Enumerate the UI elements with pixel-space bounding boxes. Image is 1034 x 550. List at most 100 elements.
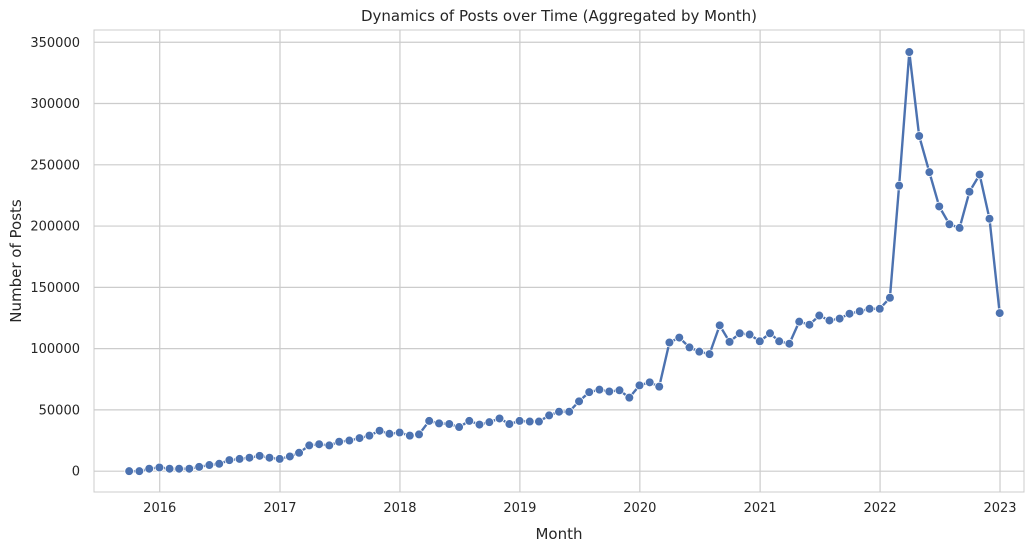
data-point bbox=[464, 416, 475, 426]
data-point bbox=[364, 430, 375, 441]
chart-title: Dynamics of Posts over Time (Aggregated … bbox=[361, 7, 757, 25]
data-point bbox=[944, 219, 955, 230]
data-point bbox=[174, 463, 184, 474]
data-point bbox=[344, 435, 355, 446]
data-point bbox=[434, 418, 444, 429]
data-point bbox=[424, 416, 434, 426]
data-point bbox=[564, 406, 574, 417]
y-tick-label: 100000 bbox=[30, 342, 80, 357]
data-point bbox=[294, 447, 304, 458]
data-point bbox=[524, 416, 535, 427]
data-point bbox=[894, 180, 904, 191]
data-point bbox=[484, 417, 495, 427]
data-point bbox=[874, 303, 885, 314]
data-point bbox=[304, 440, 315, 451]
y-tick-label: 0 bbox=[72, 465, 80, 480]
grid-lines bbox=[94, 30, 1024, 492]
data-point bbox=[824, 315, 835, 326]
data-point bbox=[844, 308, 855, 319]
y-tick-label: 350000 bbox=[30, 36, 80, 51]
data-point bbox=[634, 380, 645, 391]
x-tick-label: 2020 bbox=[623, 501, 656, 516]
data-point bbox=[794, 316, 805, 327]
data-point bbox=[754, 336, 765, 347]
data-point bbox=[454, 422, 464, 432]
data-point bbox=[405, 430, 415, 441]
data-point bbox=[644, 377, 655, 388]
data-point bbox=[714, 320, 725, 331]
data-point bbox=[124, 466, 134, 476]
x-tick-label: 2019 bbox=[503, 501, 536, 516]
y-tick-label: 50000 bbox=[39, 403, 80, 418]
data-point bbox=[914, 131, 924, 141]
data-point bbox=[734, 328, 745, 339]
data-point bbox=[414, 429, 424, 440]
data-point bbox=[834, 313, 845, 324]
data-point bbox=[494, 413, 505, 424]
y-tick-label: 250000 bbox=[30, 158, 80, 173]
data-point bbox=[184, 463, 195, 474]
y-tick-label: 300000 bbox=[30, 97, 80, 112]
data-point bbox=[254, 451, 265, 461]
data-point bbox=[144, 463, 155, 474]
data-point bbox=[744, 329, 755, 340]
data-point bbox=[765, 328, 775, 339]
data-point bbox=[194, 462, 204, 472]
data-point bbox=[674, 332, 685, 343]
data-point bbox=[514, 416, 525, 426]
x-tick-label: 2017 bbox=[263, 501, 296, 516]
data-point bbox=[544, 410, 554, 421]
data-point bbox=[704, 349, 715, 359]
x-tick-label: 2016 bbox=[143, 501, 176, 516]
data-point bbox=[854, 306, 865, 317]
data-point bbox=[504, 419, 515, 429]
data-point bbox=[314, 439, 324, 450]
data-point bbox=[444, 419, 455, 429]
x-tick-label: 2022 bbox=[864, 501, 897, 516]
data-point bbox=[954, 223, 965, 233]
x-tick-label: 2021 bbox=[744, 501, 777, 516]
data-point bbox=[334, 436, 344, 447]
data-point bbox=[554, 406, 564, 417]
y-axis-title: Number of Posts bbox=[7, 199, 25, 323]
data-point bbox=[964, 186, 975, 197]
data-point bbox=[584, 387, 595, 397]
data-point bbox=[224, 455, 235, 465]
y-tick-label: 200000 bbox=[30, 220, 80, 235]
data-point bbox=[784, 338, 795, 349]
data-point bbox=[285, 451, 295, 462]
data-point bbox=[804, 319, 815, 330]
data-point bbox=[664, 337, 675, 348]
data-point bbox=[594, 384, 605, 395]
data-point bbox=[684, 342, 695, 353]
data-point bbox=[864, 303, 875, 314]
data-point bbox=[134, 466, 145, 476]
data-point bbox=[274, 454, 285, 464]
data-point bbox=[264, 452, 275, 463]
data-point bbox=[374, 425, 385, 436]
data-point bbox=[324, 440, 335, 451]
data-point bbox=[904, 47, 915, 57]
x-tick-label: 2018 bbox=[383, 501, 416, 516]
data-point bbox=[474, 419, 485, 430]
data-point bbox=[244, 452, 255, 463]
data-point bbox=[154, 462, 165, 473]
x-tick-label: 2023 bbox=[983, 501, 1016, 516]
data-point bbox=[394, 427, 405, 438]
x-axis-title: Month bbox=[535, 525, 582, 543]
data-points bbox=[124, 47, 1005, 476]
x-tick-labels: 2016 2017 2018 2019 2020 2021 2022 2023 bbox=[143, 501, 1016, 516]
y-tick-labels: 0 50000 100000 150000 200000 250000 300000 3500… bbox=[30, 36, 80, 480]
series-line bbox=[129, 50, 1001, 473]
data-point bbox=[234, 454, 245, 464]
data-point bbox=[214, 459, 225, 469]
data-point bbox=[774, 336, 784, 347]
data-point bbox=[164, 463, 175, 474]
data-point bbox=[654, 381, 665, 392]
y-tick-label: 150000 bbox=[30, 281, 80, 296]
data-point bbox=[924, 167, 935, 177]
data-point bbox=[204, 460, 215, 470]
data-point bbox=[724, 337, 735, 347]
data-point bbox=[624, 392, 635, 403]
